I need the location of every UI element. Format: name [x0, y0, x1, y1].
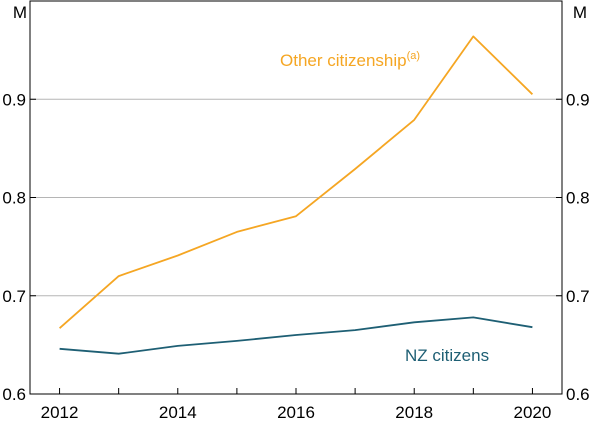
y-tick-label-left: 0.6: [2, 385, 26, 404]
y-tick-label-left: 0.8: [2, 189, 26, 208]
right-unit-label: M: [573, 3, 587, 22]
x-tick-label: 2012: [41, 403, 79, 422]
series-label-other-citizenship: Other citizenship(a): [280, 50, 420, 70]
x-tick-label: 2020: [514, 403, 552, 422]
series-lines: [59, 35, 534, 355]
series-label-other-citizenship-name: Other citizenship: [280, 51, 407, 70]
y-tick-label-right: 0.9: [566, 90, 590, 109]
x-tick-label: 2014: [159, 403, 197, 422]
series-label-other-citizenship-superscript: (a): [407, 50, 420, 62]
y-axis-ticks: 0.6 0.6 0.7 0.7 0.8 0.8 0.9 0.9: [2, 90, 589, 404]
series-line-nz-citizens: [59, 316, 533, 355]
x-axis-ticks: 2012 2014 2016 2018 2020: [41, 388, 552, 422]
y-tick-label-right: 0.6: [566, 385, 590, 404]
y-tick-label-left: 0.9: [2, 90, 26, 109]
left-unit-label: M: [13, 3, 27, 22]
y-tick-label-left: 0.7: [2, 287, 26, 306]
series-label-nz-citizens: NZ citizens: [405, 346, 489, 365]
y-tick-label-right: 0.8: [566, 189, 590, 208]
y-tick-label-right: 0.7: [566, 287, 590, 306]
series-line-other-citizenship: [59, 35, 534, 329]
gridlines: [30, 98, 562, 297]
x-tick-label: 2016: [277, 403, 315, 422]
x-tick-label: 2018: [395, 403, 433, 422]
